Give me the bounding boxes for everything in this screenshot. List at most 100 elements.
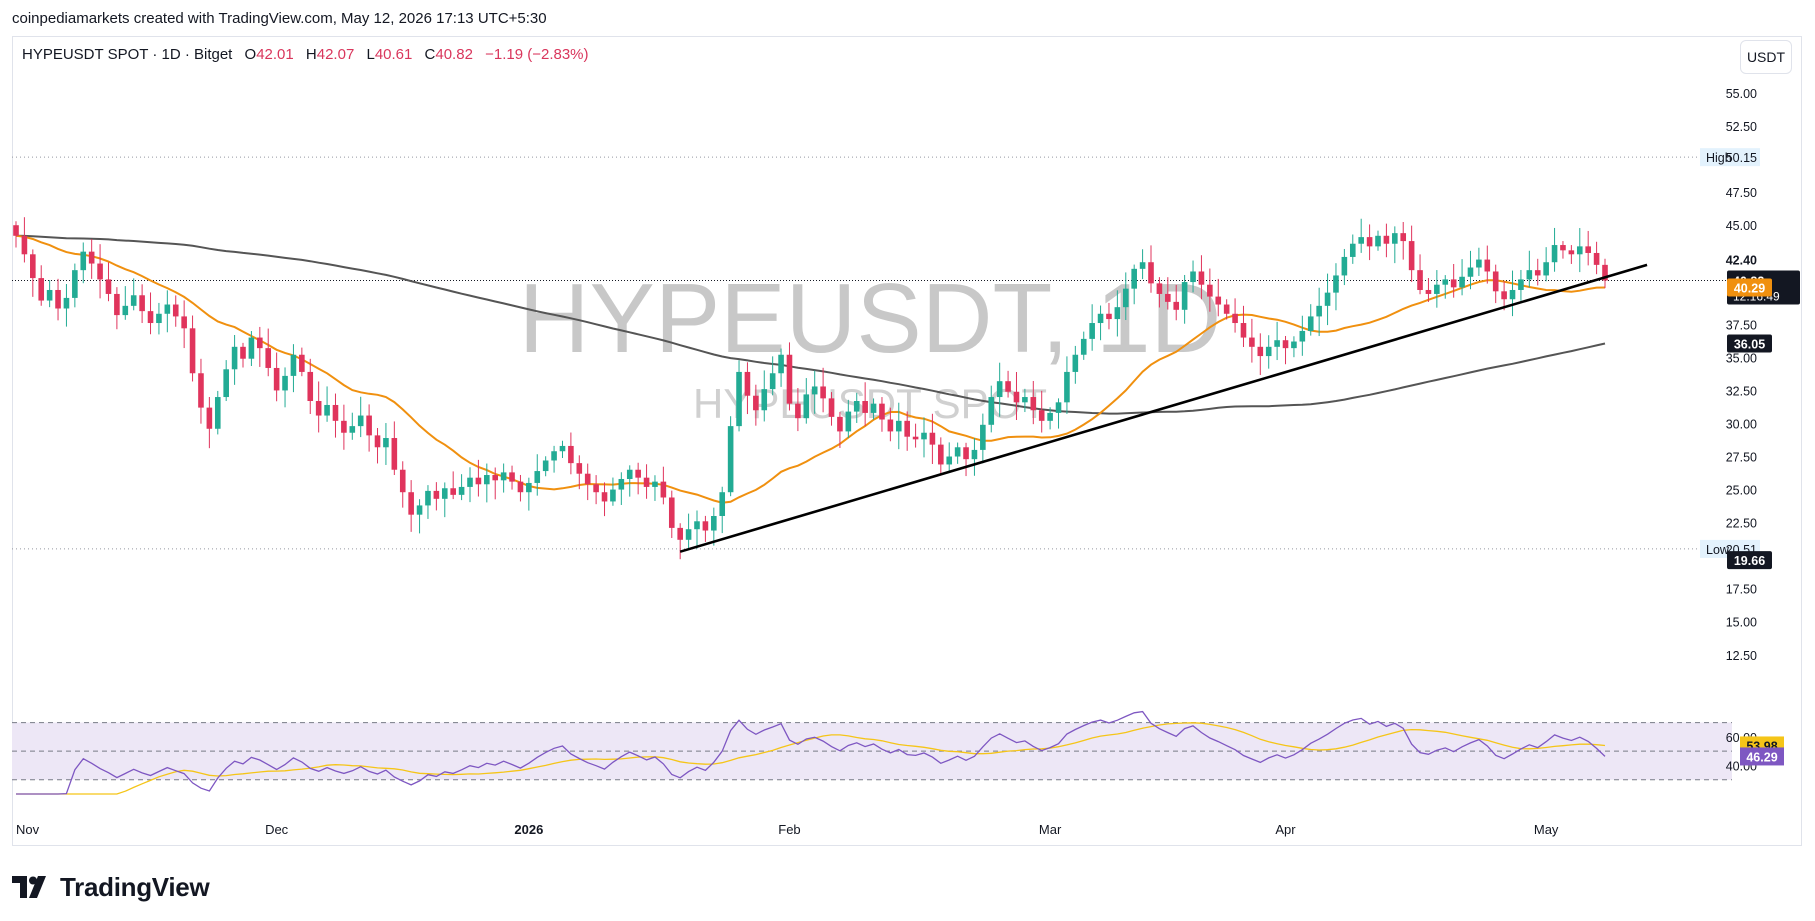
- candle-body: [988, 397, 995, 425]
- candle-body: [618, 478, 625, 490]
- candle-body: [1291, 341, 1297, 349]
- candle-body: [1198, 271, 1205, 285]
- candle-body: [1492, 271, 1499, 292]
- price-tick-label: 12.50: [1726, 649, 1757, 663]
- low-marker-tag-bg: [1727, 551, 1772, 570]
- candle-body: [231, 346, 238, 370]
- time-axis[interactable]: Nov Dec 2026 Feb Mar Apr May: [16, 822, 1559, 837]
- candle-body: [820, 386, 826, 399]
- candle-body: [778, 354, 784, 374]
- candle-body: [1534, 270, 1541, 276]
- candle-body: [46, 289, 53, 301]
- candle-body: [862, 401, 868, 413]
- candle-body: [853, 401, 860, 412]
- candle-body: [399, 469, 406, 493]
- legend-high-value: 42.07: [316, 46, 355, 63]
- candle-body: [1030, 397, 1037, 411]
- candle-body: [181, 316, 187, 329]
- ma-fast-tag-bg: [1727, 278, 1772, 297]
- price-tick-label: 25.00: [1726, 484, 1757, 498]
- candle-body: [761, 389, 768, 411]
- candle-body: [1282, 340, 1289, 349]
- candle-body: [1072, 354, 1079, 372]
- time-tick-label: Mar: [1039, 822, 1062, 837]
- candle-body: [273, 367, 280, 391]
- candle-body: [1307, 316, 1314, 331]
- candle-body: [1232, 313, 1238, 324]
- candle-body: [206, 407, 213, 429]
- legend-change: −1.19 (−2.83%): [485, 46, 589, 63]
- tradingview-logo[interactable]: TradingView: [12, 871, 210, 902]
- tradingview-logo-icon: [12, 876, 46, 898]
- candle-body: [1106, 313, 1112, 320]
- candle-body: [677, 527, 683, 540]
- candle-body: [139, 295, 145, 312]
- candle-body: [1459, 276, 1465, 288]
- candle-body: [1408, 241, 1415, 271]
- candle-body: [189, 328, 196, 374]
- last-high-label: 42.40: [1726, 254, 1757, 268]
- candle-body: [1467, 267, 1474, 277]
- candle-body: [1181, 282, 1188, 310]
- candle-body: [711, 516, 717, 531]
- candle-body: [786, 354, 793, 404]
- legend-low-value: 40.61: [374, 46, 413, 63]
- candle-body: [1223, 304, 1230, 314]
- candle-body: [130, 295, 137, 306]
- candle-body: [30, 254, 36, 279]
- tradingview-logo-text: TradingView: [60, 871, 210, 902]
- candle-body: [1526, 270, 1533, 280]
- candle-body: [290, 354, 297, 376]
- candle-body: [1425, 289, 1432, 294]
- candle-body: [315, 401, 322, 416]
- candle-body: [13, 225, 19, 236]
- candle-body: [837, 416, 843, 432]
- ascending-trendline[interactable]: [679, 263, 1648, 553]
- legend-symbol[interactable]: HYPEUSDT SPOT · 1D · Bitget: [22, 46, 233, 63]
- candle-body: [1080, 338, 1087, 355]
- candle-body: [1274, 340, 1280, 347]
- rsi-ma-path: [16, 722, 1606, 795]
- candle-body: [307, 371, 314, 402]
- candle-body: [1484, 259, 1491, 272]
- candle-body: [660, 481, 667, 498]
- candle-body: [408, 492, 414, 515]
- candle-body: [458, 486, 465, 495]
- price-axis[interactable]: 55.00 52.50 47.50 45.00 37.50 35.00 32.50 30.00…: [1700, 87, 1800, 663]
- candle-body: [584, 473, 591, 485]
- candle-body: [1518, 279, 1524, 290]
- candle-body: [719, 492, 726, 516]
- candle-body: [114, 293, 120, 316]
- candle-body: [769, 373, 776, 390]
- candle-body: [1442, 279, 1449, 285]
- candle-body: [1392, 233, 1398, 244]
- legend-close-label: C: [424, 46, 436, 63]
- candle-body: [593, 484, 599, 493]
- candle-body: [954, 447, 961, 457]
- candle-body: [727, 426, 734, 493]
- candle-body: [156, 313, 162, 324]
- candle-body: [626, 469, 633, 479]
- candle-body: [534, 471, 541, 483]
- candle-body: [1434, 284, 1440, 294]
- candle-body: [1341, 256, 1348, 276]
- candle-body: [1089, 323, 1095, 339]
- low-tag-label: Low: [1706, 543, 1730, 557]
- candle-body: [870, 403, 877, 413]
- candle-body: [467, 477, 473, 487]
- currency-button[interactable]: USDT: [1740, 40, 1792, 74]
- candle-body: [105, 279, 112, 294]
- candle-body: [21, 235, 28, 255]
- candle-body: [568, 445, 574, 464]
- candle-body: [921, 432, 927, 440]
- candle-body: [1097, 313, 1104, 324]
- candle-body: [1551, 245, 1558, 263]
- ma-fast-tag: 40.29: [1734, 281, 1765, 295]
- candle-body: [1509, 289, 1516, 300]
- candle-body: [887, 419, 894, 432]
- ma-fast-path: [15, 234, 1606, 504]
- candlesticks: [13, 217, 1608, 560]
- candle-body: [374, 435, 381, 448]
- candle-body: [1358, 237, 1364, 244]
